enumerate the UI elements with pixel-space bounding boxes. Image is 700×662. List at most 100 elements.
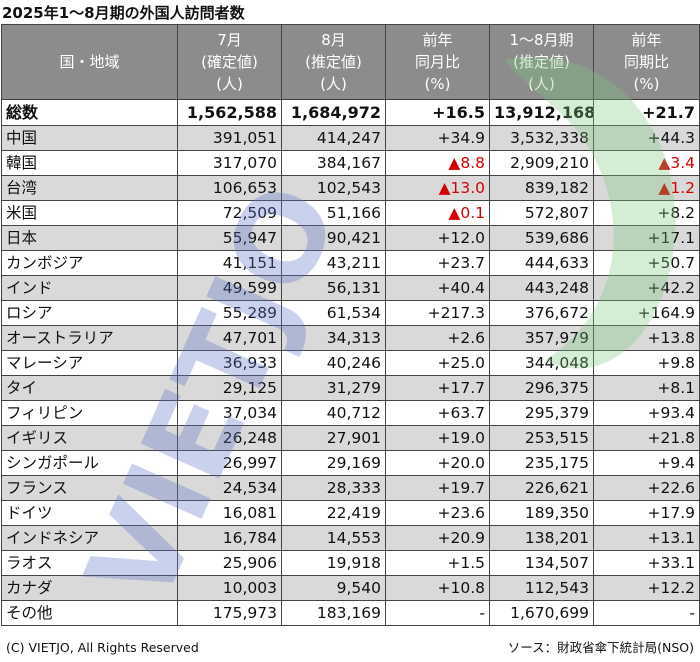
cell-yoy-month: +19.7	[385, 475, 490, 501]
cell-july: 36,933	[177, 350, 282, 376]
country-name: ロシア	[1, 300, 178, 326]
cell-august: 51,166	[281, 200, 386, 226]
country-name: フィリピン	[1, 400, 178, 426]
cell-ytd: 3,532,338	[489, 125, 594, 151]
header-region: 国・地域	[1, 24, 178, 100]
table-row: インドネシア 16,784 14,553 +20.9 138,201 +13.1	[1, 525, 700, 551]
cell-yoy-month: +40.4	[385, 275, 490, 301]
cell-ytd: 443,248	[489, 275, 594, 301]
cell-ytd: 539,686	[489, 225, 594, 251]
header-yoy-month: 前年 同月比 (%)	[385, 24, 490, 100]
cell-yoy-period: +21.8	[593, 425, 700, 451]
cell-yoy-period: +13.1	[593, 525, 700, 551]
cell-yoy-month: ▲0.1	[385, 200, 490, 226]
cell-ytd: 839,182	[489, 175, 594, 201]
country-name: 台湾	[1, 175, 178, 201]
cell-august: 40,712	[281, 400, 386, 426]
cell-july: 16,081	[177, 500, 282, 526]
cell-july: 16,784	[177, 525, 282, 551]
cell-yoy-month: +63.7	[385, 400, 490, 426]
cell-ytd: 295,379	[489, 400, 594, 426]
cell-july: 55,947	[177, 225, 282, 251]
cell-yoy-month: +17.7	[385, 375, 490, 401]
cell-yoy-month: +19.0	[385, 425, 490, 451]
cell-yoy-month: -	[385, 600, 490, 626]
cell-yoy-month: +10.8	[385, 575, 490, 601]
cell-yoy-month: +2.6	[385, 325, 490, 351]
total-july: 1,562,588	[177, 99, 282, 126]
table-row: 韓国 317,070 384,167 ▲8.8 2,909,210 ▲3.4	[1, 150, 700, 176]
total-ytd: 13,912,168	[489, 99, 594, 126]
country-name: 米国	[1, 200, 178, 226]
country-name: オーストラリア	[1, 325, 178, 351]
table-row: ドイツ 16,081 22,419 +23.6 189,350 +17.9	[1, 500, 700, 526]
country-name: カナダ	[1, 575, 178, 601]
cell-august: 28,333	[281, 475, 386, 501]
cell-yoy-month: ▲8.8	[385, 150, 490, 176]
table-row: 中国 391,051 414,247 +34.9 3,532,338 +44.3	[1, 125, 700, 151]
cell-yoy-month: +34.9	[385, 125, 490, 151]
total-august: 1,684,972	[281, 99, 386, 126]
table-row: 米国 72,509 51,166 ▲0.1 572,807 +8.2	[1, 200, 700, 226]
cell-yoy-period: +8.1	[593, 375, 700, 401]
cell-august: 22,419	[281, 500, 386, 526]
country-name: シンガポール	[1, 450, 178, 476]
cell-yoy-period: +17.9	[593, 500, 700, 526]
cell-ytd: 189,350	[489, 500, 594, 526]
table-row: オーストラリア 47,701 34,313 +2.6 357,979 +13.8	[1, 325, 700, 351]
country-name: インド	[1, 275, 178, 301]
cell-august: 31,279	[281, 375, 386, 401]
cell-august: 414,247	[281, 125, 386, 151]
table-row: カナダ 10,003 9,540 +10.8 112,543 +12.2	[1, 575, 700, 601]
cell-july: 72,509	[177, 200, 282, 226]
country-name: その他	[1, 600, 178, 626]
cell-yoy-month: +23.7	[385, 250, 490, 276]
cell-july: 29,125	[177, 375, 282, 401]
cell-july: 26,997	[177, 450, 282, 476]
header-august: 8月 (推定値) (人)	[281, 24, 386, 100]
cell-yoy-month: +20.0	[385, 450, 490, 476]
country-name: ドイツ	[1, 500, 178, 526]
country-name: 韓国	[1, 150, 178, 176]
page-title: 2025年1～8月期の外国人訪問者数	[2, 4, 245, 22]
cell-july: 25,906	[177, 550, 282, 576]
cell-yoy-period: ▲1.2	[593, 175, 700, 201]
cell-august: 384,167	[281, 150, 386, 176]
cell-yoy-period: +9.4	[593, 450, 700, 476]
cell-ytd: 235,175	[489, 450, 594, 476]
country-name: フランス	[1, 475, 178, 501]
cell-july: 317,070	[177, 150, 282, 176]
cell-yoy-month: +12.0	[385, 225, 490, 251]
table-row: その他 175,973 183,169-1,670,699-	[1, 600, 700, 626]
cell-yoy-period: +50.7	[593, 250, 700, 276]
cell-yoy-period: +13.8	[593, 325, 700, 351]
cell-yoy-period: +12.2	[593, 575, 700, 601]
total-row: 総数 1,562,588 1,684,972 +16.5 13,912,168 …	[1, 99, 700, 126]
cell-july: 175,973	[177, 600, 282, 626]
cell-yoy-month: +1.5	[385, 550, 490, 576]
cell-ytd: 134,507	[489, 550, 594, 576]
cell-yoy-period: +33.1	[593, 550, 700, 576]
cell-yoy-period: -	[593, 600, 700, 626]
table-row: ロシア 55,289 61,534 +217.3 376,672 +164.9	[1, 300, 700, 326]
cell-july: 47,701	[177, 325, 282, 351]
cell-august: 27,901	[281, 425, 386, 451]
cell-yoy-period: +93.4	[593, 400, 700, 426]
table-row: 日本 55,947 90,421 +12.0 539,686 +17.1	[1, 225, 700, 251]
cell-yoy-period: +8.2	[593, 200, 700, 226]
cell-august: 19,918	[281, 550, 386, 576]
country-name: インドネシア	[1, 525, 178, 551]
cell-july: 10,003	[177, 575, 282, 601]
table-row: カンボジア 41,151 43,211 +23.7 444,633 +50.7	[1, 250, 700, 276]
cell-yoy-period: +44.3	[593, 125, 700, 151]
table-row: フィリピン 37,034 40,712 +63.7 295,379 +93.4	[1, 400, 700, 426]
cell-august: 40,246	[281, 350, 386, 376]
table-row: フランス 24,534 28,333 +19.7 226,621 +22.6	[1, 475, 700, 501]
cell-ytd: 2,909,210	[489, 150, 594, 176]
cell-ytd: 253,515	[489, 425, 594, 451]
cell-july: 55,289	[177, 300, 282, 326]
cell-ytd: 344,048	[489, 350, 594, 376]
table-row: インド 49,599 56,131 +40.4 443,248 +42.2	[1, 275, 700, 301]
cell-ytd: 138,201	[489, 525, 594, 551]
cell-july: 24,534	[177, 475, 282, 501]
